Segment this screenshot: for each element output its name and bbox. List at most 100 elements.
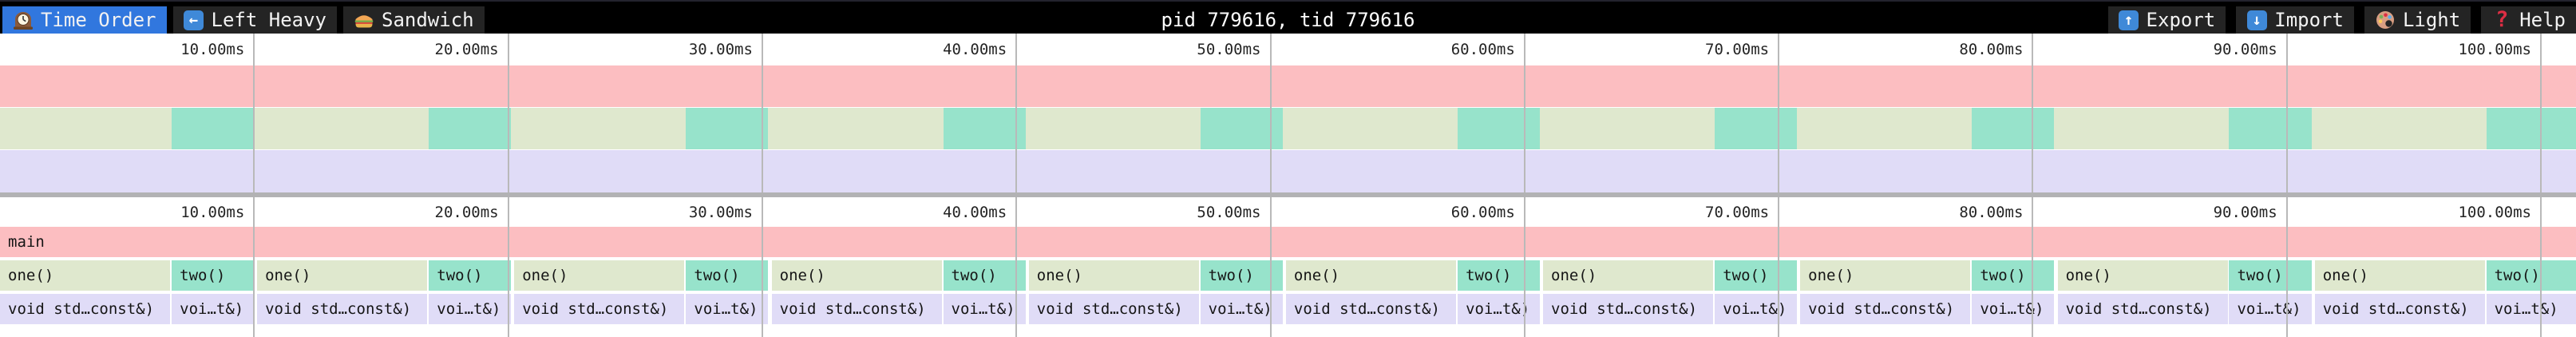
frame-one[interactable]: one() (771, 260, 942, 291)
minimap-band-main (0, 65, 2576, 108)
frame-one[interactable]: one() (514, 260, 685, 291)
action-label: Export (2146, 9, 2216, 31)
flamechart-ruler: 10.00ms 20.00ms 30.00ms 40.00ms 50.00ms 60.00… (0, 197, 2576, 228)
frame-void-std-const[interactable]: void std…const&) (514, 294, 685, 324)
minimap-frame-two (1200, 108, 1283, 149)
frame-one[interactable]: one() (2057, 260, 2228, 291)
frame-voi-t[interactable]: voi…t&) (943, 294, 1026, 324)
frame-two[interactable]: two() (429, 260, 512, 291)
frame-one[interactable]: one() (0, 260, 170, 291)
minimap-tick-label: 20.00ms (434, 41, 499, 58)
minimap-tick-label: 100.00ms (2458, 41, 2531, 58)
frame-one[interactable]: one() (1800, 260, 1971, 291)
tab-label: Left Heavy (211, 9, 327, 31)
frame-two[interactable]: two() (686, 260, 769, 291)
toolbar-actions: ↑ Export ↓ Import Light? Help (2107, 6, 2576, 34)
tab-label: Time Order (41, 9, 156, 31)
frame-two[interactable]: two() (1715, 260, 1797, 291)
frame-voi-t[interactable]: voi…t&) (686, 294, 769, 324)
minimap-frame-two (2486, 108, 2576, 149)
frame-two[interactable]: two() (2486, 260, 2576, 291)
view-tabs: Time Order ← Left Heavy Sandwich (0, 6, 485, 34)
action-label: Light (2402, 9, 2461, 31)
frame-void-std-const[interactable]: void std…const&) (2057, 294, 2228, 324)
frame-voi-t[interactable]: voi…t&) (1715, 294, 1797, 324)
minimap-tick-label: 60.00ms (1450, 41, 1515, 58)
flamechart-tick-label: 90.00ms (2213, 204, 2277, 221)
minimap-frame-two (686, 108, 769, 149)
export-button[interactable]: ↑ Export (2107, 6, 2226, 34)
frame-void-std-const[interactable]: void std…const&) (0, 294, 170, 324)
frame-two[interactable]: two() (172, 260, 254, 291)
flamechart[interactable]: 10.00ms 20.00ms 30.00ms 40.00ms 50.00ms 60.00… (0, 197, 2576, 337)
light-button[interactable]: Light (2364, 6, 2471, 34)
flamechart-tick-label: 50.00ms (1197, 204, 1261, 221)
toolbar: Time Order ← Left Heavy Sandwich pid 779616… (0, 0, 2576, 34)
flamechart-tick-label: 60.00ms (1450, 204, 1515, 221)
minimap-ruler: 10.00ms 20.00ms 30.00ms 40.00ms 50.00ms 60.00… (0, 34, 2576, 65)
frame-two[interactable]: two() (1200, 260, 1283, 291)
frame-void-std-const[interactable]: void std…const&) (257, 294, 428, 324)
minimap-tick-label: 10.00ms (180, 41, 245, 58)
minimap-frame-two (1458, 108, 1540, 149)
frame-void-std-const[interactable]: void std…const&) (771, 294, 942, 324)
minimap-frame-two (172, 108, 254, 149)
frame-voi-t[interactable]: voi…t&) (2486, 294, 2576, 324)
frame-void-std-const[interactable]: void std…const&) (1028, 294, 1199, 324)
frame-two[interactable]: two() (943, 260, 1026, 291)
frame-void-std-const[interactable]: void std…const&) (2314, 294, 2485, 324)
tab-left-heavy[interactable]: ← Left Heavy (172, 6, 337, 34)
tab-sandwich[interactable]: Sandwich (343, 6, 485, 34)
help-button[interactable]: ? Help (2481, 6, 2576, 34)
export-icon: ↑ (2119, 10, 2139, 30)
window-title: pid 779616, tid 779616 (1161, 9, 1415, 31)
frame-voi-t[interactable]: voi…t&) (172, 294, 254, 324)
frame-void-std-const[interactable]: void std…const&) (1800, 294, 1971, 324)
frame-one[interactable]: one() (1285, 260, 1456, 291)
left-arrow-icon: ← (184, 10, 204, 30)
frame-voi-t[interactable]: voi…t&) (2229, 294, 2312, 324)
minimap-tick-label: 80.00ms (1959, 41, 2024, 58)
frame-one[interactable]: one() (1543, 260, 1713, 291)
help-icon: ? (2495, 7, 2509, 32)
tab-time-order[interactable]: Time Order (2, 6, 167, 34)
minimap-frame-two (1715, 108, 1797, 149)
frame-void-std-const[interactable]: void std…const&) (1543, 294, 1713, 324)
clock-icon (13, 10, 34, 30)
frame-two[interactable]: two() (2229, 260, 2312, 291)
minimap-frame-two (429, 108, 512, 149)
flamechart-tick-label: 80.00ms (1959, 204, 2024, 221)
minimap-divider (0, 192, 2576, 197)
flamechart-tick-label: 100.00ms (2458, 204, 2531, 221)
minimap-frame-two (1972, 108, 2055, 149)
minimap-tick-label: 40.00ms (943, 41, 1007, 58)
frame-one[interactable]: one() (257, 260, 428, 291)
frame-one[interactable]: one() (2314, 260, 2485, 291)
minimap-tick-label: 30.00ms (688, 41, 753, 58)
flamechart-tick-label: 10.00ms (180, 204, 245, 221)
minimap-tick-label: 50.00ms (1197, 41, 1261, 58)
flamechart-tick-label: 70.00ms (1705, 204, 1770, 221)
sandwich-icon (354, 10, 374, 30)
import-icon: ↓ (2246, 10, 2267, 30)
minimap-frame-two (943, 108, 1026, 149)
flamechart-tick-label: 40.00ms (943, 204, 1007, 221)
frame-two[interactable]: two() (1972, 260, 2055, 291)
frame-one[interactable]: one() (1028, 260, 1199, 291)
minimap[interactable]: 10.00ms 20.00ms 30.00ms 40.00ms 50.00ms 60.00… (0, 34, 2576, 192)
palette-icon (2375, 10, 2396, 30)
frame-voi-t[interactable]: voi…t&) (1200, 294, 1283, 324)
flamechart-tick-label: 30.00ms (688, 204, 753, 221)
frame-main[interactable]: main (0, 227, 2576, 257)
action-label: Import (2274, 9, 2344, 31)
frame-voi-t[interactable]: voi…t&) (1458, 294, 1540, 324)
import-button[interactable]: ↓ Import (2236, 6, 2354, 34)
frame-voi-t[interactable]: voi…t&) (1972, 294, 2055, 324)
frame-voi-t[interactable]: voi…t&) (429, 294, 512, 324)
frame-two[interactable]: two() (1458, 260, 1540, 291)
minimap-band-level1 (0, 108, 2576, 150)
minimap-band-level2 (0, 150, 2576, 192)
action-label: Help (2519, 9, 2566, 31)
minimap-frame-two (2229, 108, 2312, 149)
frame-void-std-const[interactable]: void std…const&) (1285, 294, 1456, 324)
